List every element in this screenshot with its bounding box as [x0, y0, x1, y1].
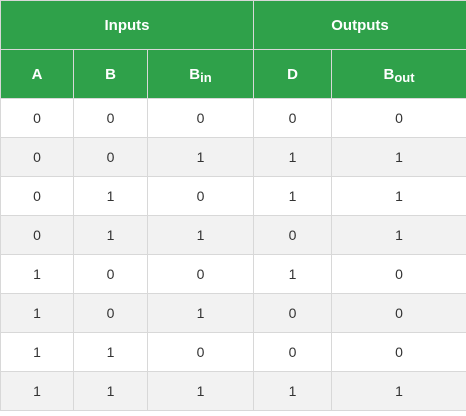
- column-header-b-in: Bin: [146, 49, 255, 99]
- cell-b-out: 0: [331, 332, 466, 372]
- cell-b-in: 0: [146, 254, 255, 294]
- cell-b: 0: [73, 98, 148, 138]
- cell-b: 0: [73, 293, 148, 333]
- cell-a: 0: [0, 137, 74, 177]
- cell-b-out: 1: [331, 176, 466, 216]
- cell-b-out: 1: [331, 215, 466, 255]
- cell-b-out: 0: [331, 293, 466, 333]
- cell-a: 1: [0, 371, 74, 411]
- cell-a: 1: [0, 332, 74, 372]
- cell-d: 1: [253, 137, 333, 177]
- cell-b: 0: [73, 254, 148, 294]
- cell-d: 0: [253, 98, 333, 138]
- column-header-d: D: [253, 49, 333, 99]
- column-header-row: A B Bin D Bout: [0, 49, 466, 99]
- column-header-b-in-subscript: in: [200, 69, 212, 85]
- table-row: 0 0 0 0 0: [0, 98, 466, 138]
- cell-d: 0: [253, 293, 333, 333]
- cell-a: 0: [0, 176, 74, 216]
- cell-b-in: 0: [146, 98, 255, 138]
- cell-b-out: 1: [331, 137, 466, 177]
- cell-a: 0: [0, 98, 74, 138]
- table-row: 1 0 1 0 0: [0, 293, 466, 333]
- cell-b-in: 0: [146, 332, 255, 372]
- cell-b-in: 1: [146, 215, 255, 255]
- cell-a: 1: [0, 254, 74, 294]
- group-header-row: Inputs Outputs: [0, 0, 466, 50]
- column-header-a: A: [0, 49, 74, 99]
- cell-b-in: 1: [146, 137, 255, 177]
- cell-b-out: 0: [331, 254, 466, 294]
- table-row: 1 1 0 0 0: [0, 332, 466, 372]
- cell-d: 1: [253, 176, 333, 216]
- table-row: 1 1 1 1 1: [0, 371, 466, 411]
- cell-b: 1: [73, 371, 148, 411]
- cell-b: 0: [73, 137, 148, 177]
- column-header-b-out-subscript: out: [394, 69, 415, 85]
- cell-b: 1: [73, 215, 148, 255]
- table-row: 0 0 1 1 1: [0, 137, 466, 177]
- column-header-b-out: Bout: [331, 49, 466, 99]
- table-row: 0 1 1 0 1: [0, 215, 466, 255]
- cell-a: 0: [0, 215, 74, 255]
- table-row: 1 0 0 1 0: [0, 254, 466, 294]
- cell-d: 1: [253, 254, 333, 294]
- cell-b: 1: [73, 176, 148, 216]
- cell-b-in: 1: [146, 293, 255, 333]
- cell-b-out: 1: [331, 371, 466, 411]
- inputs-group-header: Inputs: [0, 0, 255, 50]
- cell-b-in: 1: [146, 371, 255, 411]
- cell-d: 1: [253, 371, 333, 411]
- cell-a: 1: [0, 293, 74, 333]
- cell-d: 0: [253, 332, 333, 372]
- cell-b-out: 0: [331, 98, 466, 138]
- cell-b-in: 0: [146, 176, 255, 216]
- cell-d: 0: [253, 215, 333, 255]
- cell-b: 1: [73, 332, 148, 372]
- column-header-b: B: [73, 49, 148, 99]
- table-row: 0 1 0 1 1: [0, 176, 466, 216]
- outputs-group-header: Outputs: [253, 0, 466, 50]
